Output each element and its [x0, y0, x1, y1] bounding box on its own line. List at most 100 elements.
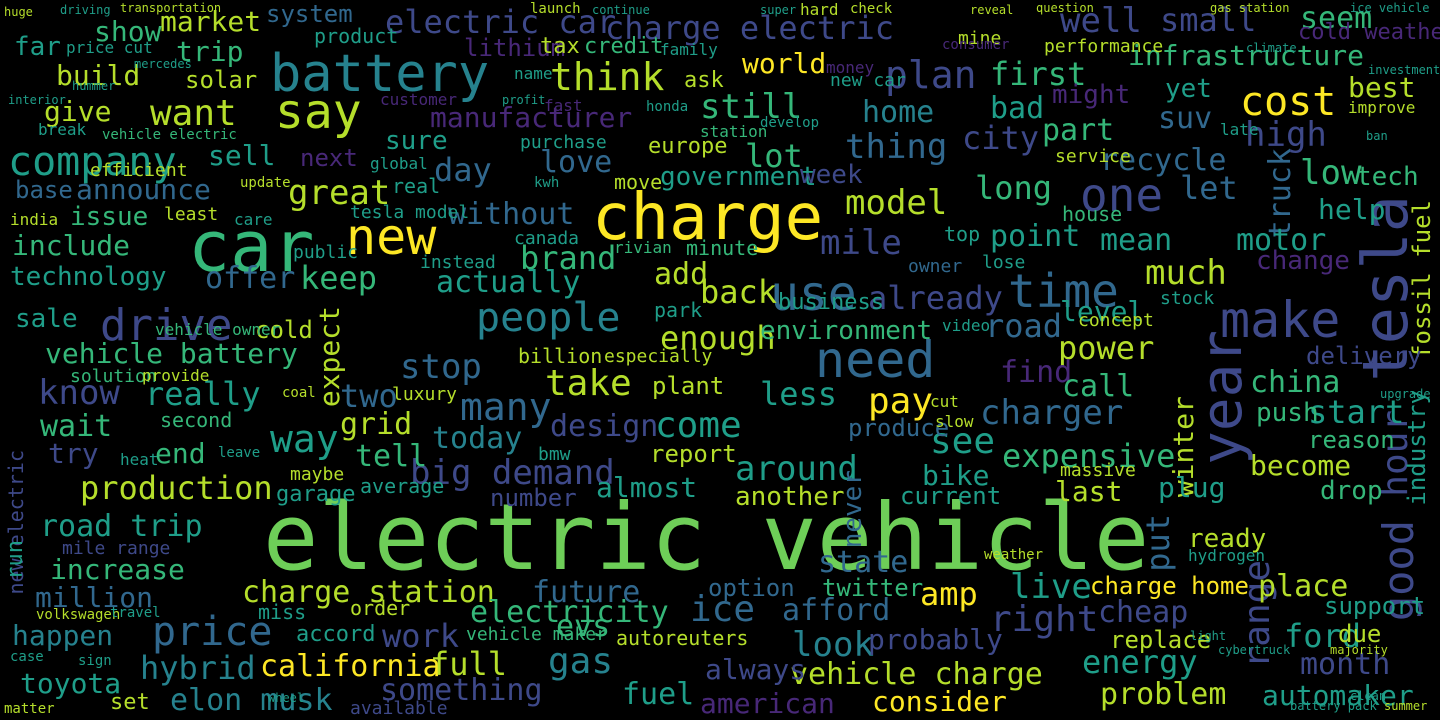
word-plant: plant	[652, 372, 725, 400]
word-owner: owner	[908, 256, 963, 277]
word-set: set	[110, 690, 150, 715]
word-company: company	[8, 139, 177, 185]
word-break: break	[38, 120, 87, 139]
word-fuel: fuel	[622, 677, 695, 712]
word-american: american	[700, 687, 835, 720]
word-issue: issue	[70, 202, 149, 232]
word-huge: huge	[4, 5, 33, 19]
word-enough: enough	[660, 319, 776, 357]
word-offer: offer	[205, 261, 296, 296]
word-something: something	[380, 673, 543, 708]
word-efficient: efficient	[90, 160, 188, 181]
word-leave: leave	[218, 445, 261, 461]
word-seem: seem	[1300, 1, 1373, 36]
word-ban: ban	[1366, 129, 1388, 143]
word-back: back	[700, 273, 778, 311]
word-charge-home: charge home	[1090, 572, 1249, 600]
word-tax: tax	[540, 34, 580, 59]
word-mercedes: mercedes	[134, 57, 192, 71]
word-gas: gas	[548, 641, 614, 682]
word-home: home	[862, 95, 935, 130]
word-trip: trip	[176, 35, 244, 68]
word-due: due	[1338, 620, 1382, 648]
word-order: order	[350, 596, 411, 620]
word-video: video	[942, 316, 991, 335]
word-almost: almost	[596, 471, 698, 504]
word-road-trip: road trip	[40, 509, 203, 544]
word-big-demand: big demand	[410, 453, 615, 493]
word-help: help	[1318, 193, 1386, 226]
word-business: business	[778, 290, 884, 315]
word-energy: energy	[1082, 643, 1198, 681]
word-charge-electric: charge electric	[605, 9, 894, 47]
word-make: make	[1220, 291, 1341, 349]
word-ice-vehicle: ice vehicle	[1350, 1, 1430, 15]
word-autoreuters: autoreuters	[616, 626, 749, 650]
word-environment: environment	[760, 316, 933, 346]
word-actually: actually	[436, 265, 581, 300]
word-world: world	[742, 47, 827, 80]
word-hummer: hummer	[72, 79, 116, 93]
word-let: let	[1180, 169, 1238, 207]
word-charge: charge	[592, 181, 824, 255]
word-system: system	[266, 0, 353, 28]
word-ask: ask	[684, 68, 724, 93]
word-pay: pay	[868, 381, 934, 422]
word-delivery: delivery	[1306, 342, 1422, 370]
word-kwh: kwh	[534, 175, 560, 191]
word-garage: garage	[276, 482, 356, 507]
word-day: day	[434, 151, 492, 189]
word-vehicle-owner: vehicle owner	[155, 320, 281, 339]
word-second: second	[160, 408, 233, 432]
word-real: real	[392, 174, 441, 198]
word-today: today	[432, 421, 523, 456]
word-wait: wait	[40, 409, 113, 444]
word-time: time	[1008, 264, 1119, 318]
word-majority: majority	[1330, 643, 1388, 657]
word-electricity: electricity	[470, 595, 669, 630]
word-electric-vehicle: electric vehicle	[263, 484, 1150, 591]
word-check: check	[850, 1, 893, 17]
word-coal: coal	[282, 385, 316, 401]
word-start: start	[1308, 393, 1405, 431]
word-minute: minute	[686, 236, 759, 260]
word-motor: motor	[1236, 223, 1327, 258]
word-million: million	[35, 581, 154, 614]
word-name: name	[514, 64, 553, 83]
word-production: production	[80, 469, 273, 507]
word-battery-pack: battery pack	[1290, 699, 1377, 713]
word-high: high	[1245, 115, 1327, 155]
word-state: state	[818, 545, 909, 580]
word-toyota: toyota	[20, 667, 122, 700]
word-light: light	[1190, 629, 1227, 643]
word-build: build	[56, 59, 141, 92]
word-way: way	[270, 417, 339, 461]
word-station: station	[700, 122, 768, 141]
word-full: full	[430, 645, 508, 683]
word-launch: launch	[530, 1, 581, 17]
word-long: long	[975, 169, 1053, 207]
word-vehicle-charge: vehicle charge	[790, 657, 1043, 692]
word-money: money	[826, 58, 875, 77]
word-suv: suv	[1158, 101, 1213, 136]
word-accord: accord	[296, 622, 376, 647]
word-love: love	[540, 145, 613, 180]
word-automaker: automaker	[1262, 679, 1414, 712]
word-heat: heat	[120, 450, 159, 469]
word-bmw: bmw	[538, 444, 571, 465]
word-rivian: rivian	[614, 238, 672, 257]
word-already: already	[868, 279, 1003, 317]
word-volkswagen: volkswagen	[36, 607, 121, 623]
word-option: option	[708, 574, 795, 602]
word-solar: solar	[185, 66, 258, 94]
word-super: super	[760, 3, 797, 17]
word-cheap: cheap	[1098, 595, 1189, 630]
word-many: many	[460, 385, 552, 429]
word-look: look	[792, 625, 874, 665]
word-right: right	[990, 599, 1099, 640]
word-profit: profit	[502, 93, 546, 107]
word-drop: drop	[1320, 476, 1383, 506]
word-use: use	[770, 266, 857, 322]
word-live: live	[1010, 567, 1092, 607]
word-fast: fast	[544, 96, 583, 115]
